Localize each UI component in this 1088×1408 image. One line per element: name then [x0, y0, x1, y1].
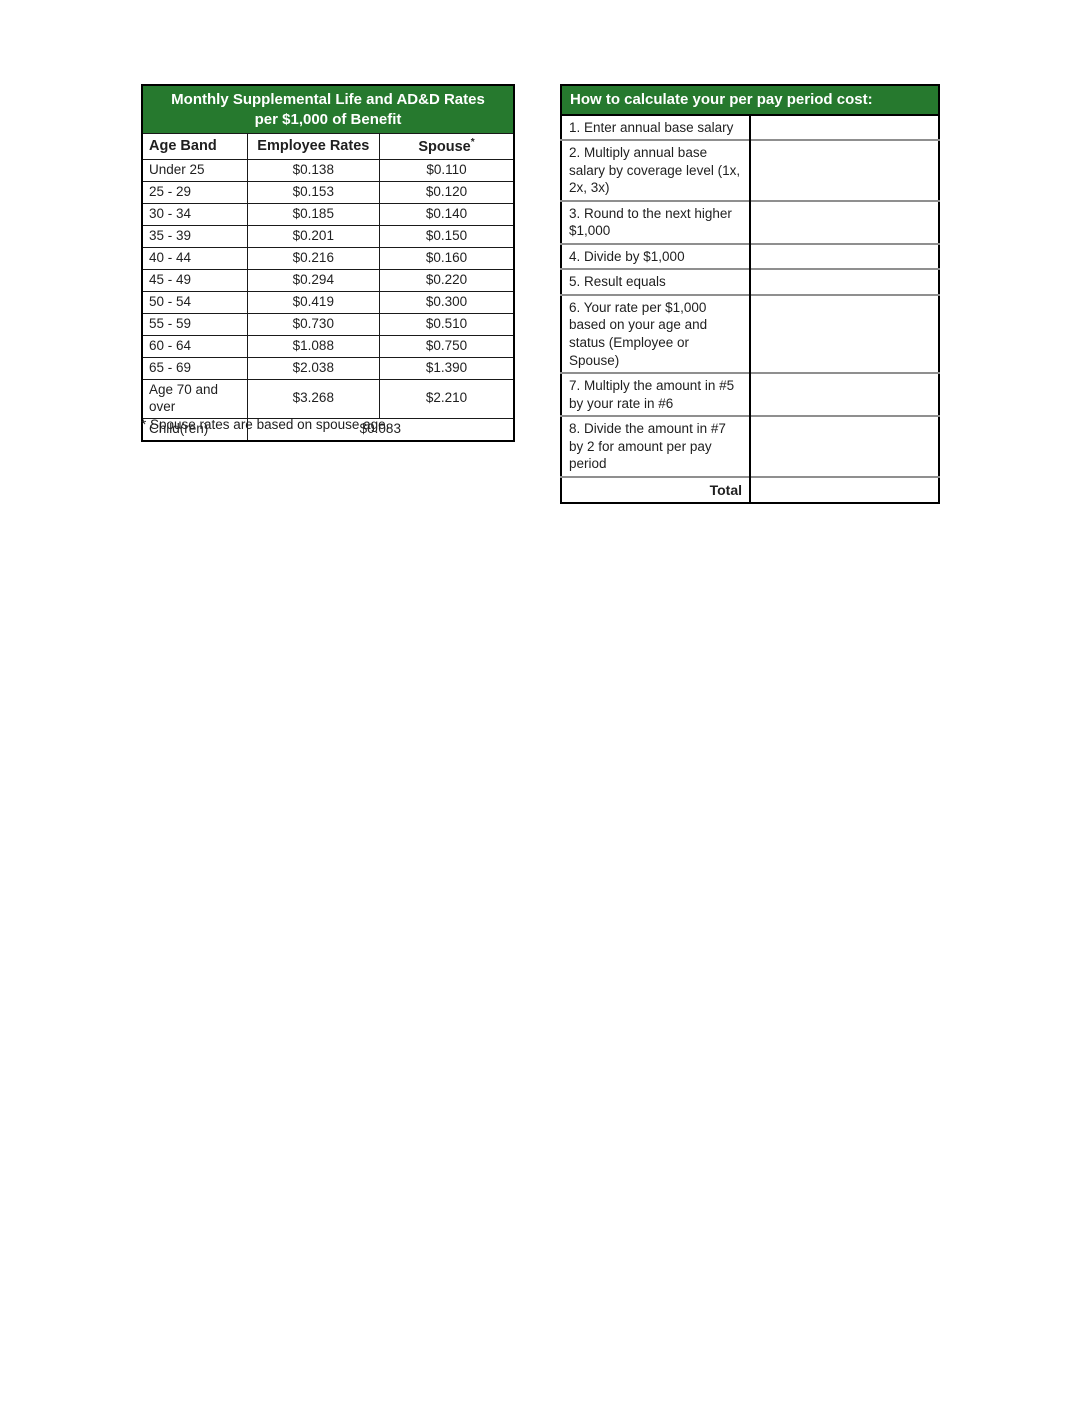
- rates-table-row: 65 - 69 $2.038 $1.390: [141, 356, 515, 380]
- rates-table-row: 30 - 34 $0.185 $0.140: [141, 202, 515, 226]
- calc-step-label-cell: 7. Multiply the amount in #5 by your rat…: [561, 372, 750, 417]
- calc-step-row: 8. Divide the amount in #7 by 2 for amou…: [561, 415, 939, 477]
- rates-table-row: 55 - 59 $0.730 $0.510: [141, 312, 515, 336]
- calc-step-value-cell: [749, 372, 939, 417]
- calc-step-value-cell: [749, 415, 939, 477]
- rates-column-header-row: Age Band Employee Rates Spouse*: [141, 133, 515, 160]
- calc-step-row: 3. Round to the next higher $1,000: [561, 199, 939, 244]
- spouse-rate-cell: $0.150: [379, 224, 515, 248]
- total-label-cell: Total: [561, 475, 750, 503]
- employee-rate-cell: $0.730: [246, 312, 381, 336]
- calc-table-container: How to calculate your per pay period cos…: [560, 84, 940, 504]
- spouse-rate-cell: $0.160: [379, 246, 515, 270]
- calc-step-value-cell: [749, 113, 939, 141]
- calc-step-value-cell: [749, 268, 939, 295]
- spouse-rate-cell: $0.750: [379, 334, 515, 358]
- spouse-rate-cell: $0.120: [379, 180, 515, 204]
- age-band-cell: 45 - 49: [141, 268, 248, 292]
- age-band-cell: Age 70 and over: [141, 378, 248, 419]
- calc-table-title: How to calculate your per pay period cos…: [561, 85, 939, 116]
- employee-rate-cell: $0.153: [246, 180, 381, 204]
- spouse-footnote-marker: *: [470, 137, 475, 148]
- employee-rate-cell: $0.294: [246, 268, 381, 292]
- calc-step-row: 2. Multiply annual base salary by covera…: [561, 139, 939, 201]
- rates-title-row: Monthly Supplemental Life and AD&D Rates…: [141, 84, 515, 134]
- calc-step-label-cell: 1. Enter annual base salary: [561, 113, 750, 141]
- rates-table-row: 60 - 64 $1.088 $0.750: [141, 334, 515, 358]
- age-band-cell: 25 - 29: [141, 180, 248, 204]
- calc-title-row: How to calculate your per pay period cos…: [561, 85, 939, 116]
- spouse-rate-cell: $2.210: [379, 378, 515, 419]
- spouse-rate-cell: $0.140: [379, 202, 515, 226]
- calc-step-value-cell: [749, 242, 939, 270]
- calc-step-label-cell: 4. Divide by $1,000: [561, 242, 750, 270]
- calc-step-label-cell: 2. Multiply annual base salary by covera…: [561, 139, 750, 201]
- column-header-age-band: Age Band: [141, 133, 248, 160]
- employee-rate-cell: $3.268: [246, 378, 381, 419]
- age-band-cell: 50 - 54: [141, 290, 248, 314]
- spouse-rate-cell: $0.220: [379, 268, 515, 292]
- employee-rate-cell: $2.038: [246, 356, 381, 380]
- age-band-cell: 65 - 69: [141, 356, 248, 380]
- rates-title-line2: per $1,000 of Benefit: [254, 110, 402, 128]
- calc-step-row: 4. Divide by $1,000: [561, 242, 939, 270]
- employee-rate-cell: $0.216: [246, 246, 381, 270]
- employee-rate-cell: $0.185: [246, 202, 381, 226]
- spouse-rate-cell: $0.300: [379, 290, 515, 314]
- rates-table-row: Age 70 and over $3.268 $2.210: [141, 378, 515, 419]
- column-header-spouse: Spouse*: [379, 133, 515, 160]
- children-row: Child(ren) $0.083: [141, 417, 515, 442]
- rates-table-title: Monthly Supplemental Life and AD&D Rates…: [141, 84, 515, 134]
- calc-step-label-cell: 8. Divide the amount in #7 by 2 for amou…: [561, 415, 750, 477]
- rates-table-body: Under 25 $0.138 $0.110 25 - 29 $0.153 $0…: [141, 158, 515, 419]
- employee-rate-cell: $1.088: [246, 334, 381, 358]
- calc-total-body: Total: [561, 475, 939, 503]
- spouse-rate-cell: $0.510: [379, 312, 515, 336]
- monthly-rates-table: Monthly Supplemental Life and AD&D Rates…: [141, 84, 515, 442]
- calc-step-row: 7. Multiply the amount in #5 by your rat…: [561, 372, 939, 417]
- employee-rate-cell: $0.419: [246, 290, 381, 314]
- rates-table-row: 45 - 49 $0.294 $0.220: [141, 268, 515, 292]
- age-band-cell: 40 - 44: [141, 246, 248, 270]
- employee-rate-cell: $0.201: [246, 224, 381, 248]
- age-band-cell: Under 25: [141, 158, 248, 182]
- total-value-cell: [749, 475, 939, 503]
- rates-title-line1: Monthly Supplemental Life and AD&D Rates: [171, 91, 485, 108]
- calc-table-body: 1. Enter annual base salary 2. Multiply …: [561, 113, 939, 477]
- rates-table-row: 40 - 44 $0.216 $0.160: [141, 246, 515, 270]
- age-band-cell: 55 - 59: [141, 312, 248, 336]
- monthly-rates-table-container: Monthly Supplemental Life and AD&D Rates…: [141, 84, 515, 442]
- employee-rate-cell: $0.138: [246, 158, 381, 182]
- calc-step-value-cell: [749, 139, 939, 201]
- calc-table: How to calculate your per pay period cos…: [560, 84, 940, 504]
- spouse-rates-footnote: * Spouse rates are based on spouse age.: [141, 417, 390, 432]
- calc-step-label-cell: 3. Round to the next higher $1,000: [561, 199, 750, 244]
- spouse-rate-cell: $0.110: [379, 158, 515, 182]
- rates-table-row: 35 - 39 $0.201 $0.150: [141, 224, 515, 248]
- age-band-cell: 60 - 64: [141, 334, 248, 358]
- calc-step-label-cell: 5. Result equals: [561, 268, 750, 295]
- calc-step-row: 5. Result equals: [561, 268, 939, 295]
- spouse-header-text: Spouse: [418, 138, 471, 155]
- calc-step-value-cell: [749, 199, 939, 244]
- column-header-employee-rates: Employee Rates: [246, 133, 381, 160]
- calc-step-row: 6. Your rate per $1,000 based on your ag…: [561, 293, 939, 374]
- rates-table-row: 25 - 29 $0.153 $0.120: [141, 180, 515, 204]
- age-band-cell: 35 - 39: [141, 224, 248, 248]
- calc-step-row: 1. Enter annual base salary: [561, 113, 939, 141]
- calc-total-row: Total: [561, 475, 939, 503]
- children-label-cell: Child(ren): [141, 417, 248, 442]
- rates-table-row: Under 25 $0.138 $0.110: [141, 158, 515, 182]
- spouse-rate-cell: $1.390: [379, 356, 515, 380]
- rates-children-body: Child(ren) $0.083: [141, 417, 515, 442]
- age-band-cell: 30 - 34: [141, 202, 248, 226]
- calc-step-label-cell: 6. Your rate per $1,000 based on your ag…: [561, 293, 750, 374]
- children-rate-cell: $0.083: [246, 417, 515, 442]
- rates-table-row: 50 - 54 $0.419 $0.300: [141, 290, 515, 314]
- calc-step-value-cell: [749, 293, 939, 374]
